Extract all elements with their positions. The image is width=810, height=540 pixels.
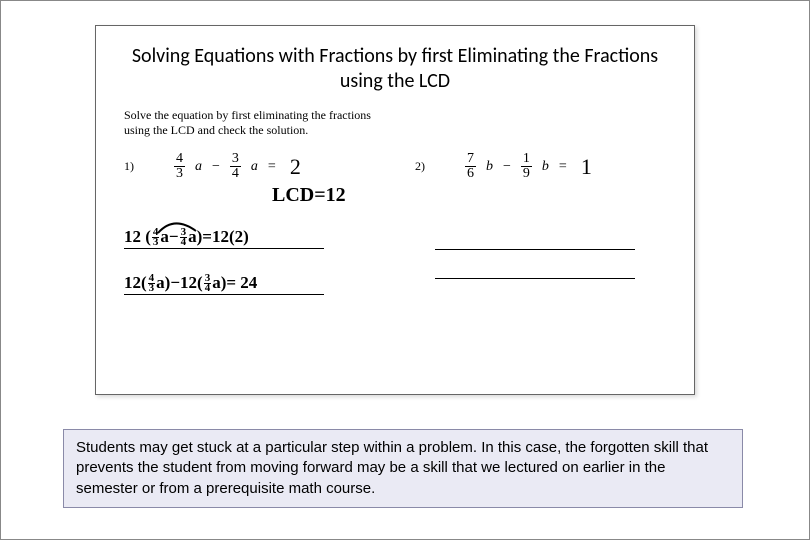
hand-fraction: 43 [152,228,160,247]
equals: = [268,159,276,175]
operator: − [503,159,511,175]
work-line-1: 12 ( 43 a − 34 a )=12(2) [124,221,324,249]
blank-work-line [435,249,635,250]
problem-2: 2) 7 6 b − 1 9 b = 1 [415,152,666,295]
worksheet-title: Solving Equations with Fractions by firs… [124,44,666,94]
rhs-value: 1 [581,154,592,180]
caption-box: Students may get stuck at a particular s… [63,429,743,508]
problem-number: 1) [124,159,134,174]
fraction: 1 9 [521,152,532,181]
work-line-2: 12( 43 a )−12( 34 a )= 24 [124,267,324,295]
hand-fraction: 43 [148,274,156,293]
rhs-value: 2 [290,154,301,180]
fraction: 4 3 [174,152,185,181]
problem-2-equation: 2) 7 6 b − 1 9 b = 1 [415,152,666,181]
problems-row: 1) 4 3 a − 3 4 a = 2 LCD=12 [124,152,666,295]
hand-fraction: 34 [204,274,212,293]
equals: = [559,159,567,175]
step-2-text: 12( 43 a )−12( 34 a )= 24 [124,273,257,293]
variable: b [486,159,493,175]
problem-number: 2) [415,159,425,174]
variable: a [251,159,258,175]
caption-text: Students may get stuck at a particular s… [76,439,708,497]
lcd-annotation: LCD=12 [272,184,346,207]
fraction: 7 6 [465,152,476,181]
problem-1-equation: 1) 4 3 a − 3 4 a = 2 [124,152,375,181]
blank-work-line [435,278,635,279]
fraction: 3 4 [230,152,241,181]
worksheet-panel: Solving Equations with Fractions by firs… [95,25,695,395]
variable: a [195,159,202,175]
variable: b [542,159,549,175]
worksheet-instructions: Solve the equation by first eliminating … [124,108,374,138]
problem-1: 1) 4 3 a − 3 4 a = 2 LCD=12 [124,152,375,295]
step-1-text: 12 ( 43 a − 34 a )=12(2) [124,227,249,247]
hand-fraction: 34 [180,228,188,247]
operator: − [212,159,220,175]
